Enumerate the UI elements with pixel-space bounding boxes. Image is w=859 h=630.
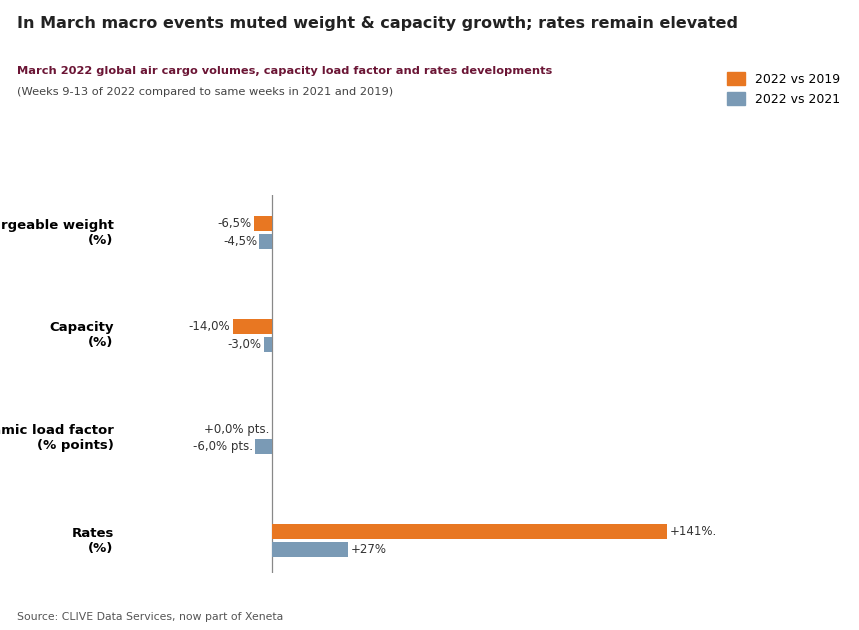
Legend: 2022 vs 2019, 2022 vs 2021: 2022 vs 2019, 2022 vs 2021: [728, 72, 840, 106]
Text: -6,5%: -6,5%: [217, 217, 252, 230]
Text: -4,5%: -4,5%: [223, 235, 257, 248]
Bar: [233, 319, 272, 334]
Text: +0,0% pts.: +0,0% pts.: [204, 423, 270, 435]
Text: +27%: +27%: [350, 543, 387, 556]
Text: -14,0%: -14,0%: [189, 320, 230, 333]
Text: In March macro events muted weight & capacity growth; rates remain elevated: In March macro events muted weight & cap…: [17, 16, 738, 31]
Text: +141%.: +141%.: [670, 525, 717, 538]
Bar: [272, 524, 667, 539]
Text: -6,0% pts.: -6,0% pts.: [193, 440, 253, 454]
Bar: [264, 337, 272, 352]
Text: -3,0%: -3,0%: [228, 338, 261, 351]
Text: Source: CLIVE Data Services, now part of Xeneta: Source: CLIVE Data Services, now part of…: [17, 612, 283, 622]
Text: (Weeks 9-13 of 2022 compared to same weeks in 2021 and 2019): (Weeks 9-13 of 2022 compared to same wee…: [17, 87, 393, 97]
Text: March 2022 global air cargo volumes, capacity load factor and rates developments: March 2022 global air cargo volumes, cap…: [17, 66, 552, 76]
Bar: [259, 234, 272, 249]
Bar: [255, 440, 272, 454]
Bar: [272, 542, 348, 557]
Bar: [253, 216, 272, 231]
